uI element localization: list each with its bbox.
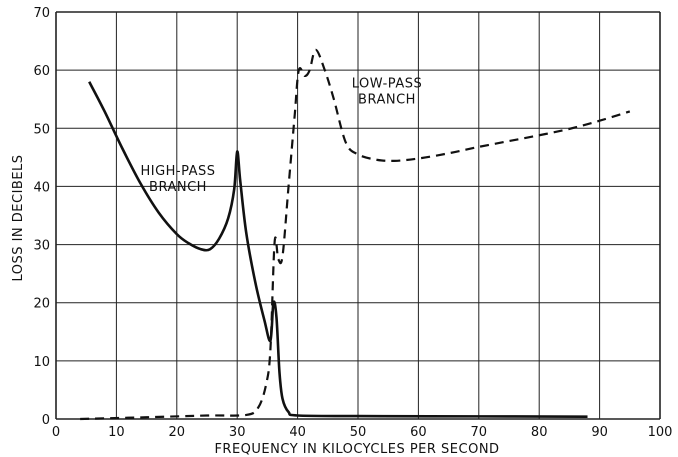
x-tick-label: 30 xyxy=(229,425,246,440)
x-tick-label: 80 xyxy=(531,425,548,440)
y-tick-label: 60 xyxy=(33,64,50,79)
y-tick-label: 10 xyxy=(33,355,50,370)
x-tick-label: 0 xyxy=(52,425,60,440)
y-tick-label: 40 xyxy=(33,180,50,195)
y-axis-label: LOSS IN DECIBELS xyxy=(11,154,26,281)
y-tick-label: 0 xyxy=(42,413,50,428)
annotations: HIGH-PASS BRANCH LOW-PASS BRANCH xyxy=(140,77,422,195)
y-tick-label: 50 xyxy=(33,122,50,137)
tick-labels: 0 10 20 30 40 50 60 70 80 90 100 0 10 20 30 40 50 60 70 xyxy=(33,6,672,440)
y-tick-label: 30 xyxy=(33,239,50,254)
x-tick-label: 100 xyxy=(648,425,673,440)
series-layer xyxy=(80,48,631,421)
low-annotation: LOW-PASS BRANCH xyxy=(352,77,422,108)
x-tick-label: 50 xyxy=(350,425,367,440)
x-tick-label: 40 xyxy=(289,425,306,440)
y-tick-label: 20 xyxy=(33,297,50,312)
x-tick-label: 10 xyxy=(108,425,125,440)
y-tick-label: 70 xyxy=(33,6,50,21)
x-tick-label: 70 xyxy=(471,425,488,440)
high-pass-curve xyxy=(88,81,588,418)
grid xyxy=(55,11,661,420)
high-annotation: HIGH-PASS BRANCH xyxy=(140,164,215,195)
x-tick-label: 60 xyxy=(410,425,427,440)
x-axis-label: FREQUENCY IN KILOCYCLES PER SECOND xyxy=(214,442,499,457)
x-tick-label: 20 xyxy=(169,425,186,440)
low-pass-curve xyxy=(80,48,631,421)
x-tick-label: 90 xyxy=(591,425,608,440)
